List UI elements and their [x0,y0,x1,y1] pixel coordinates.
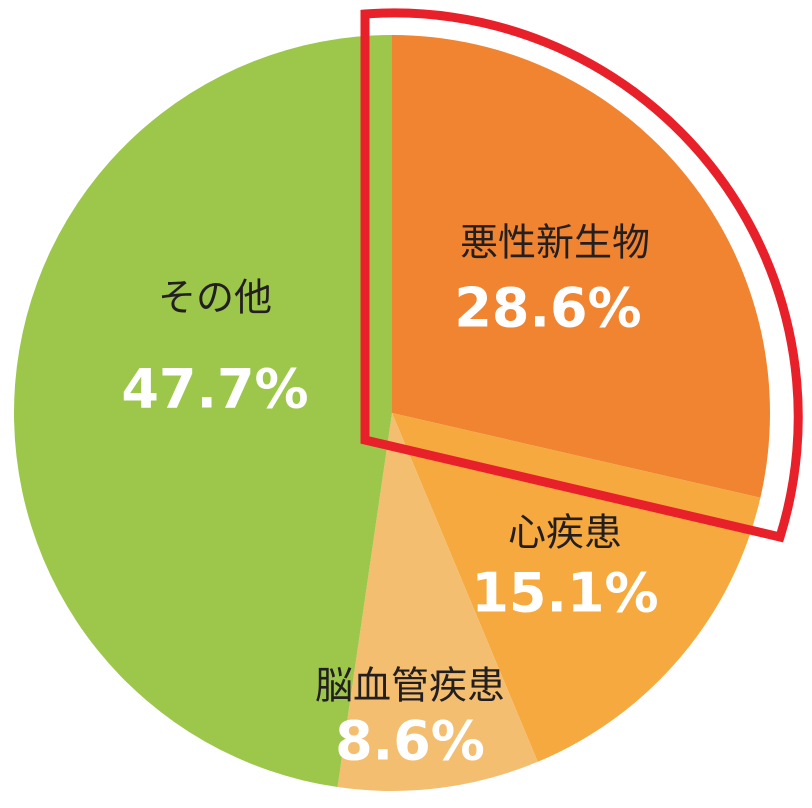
slice-name: その他 [158,276,272,320]
slice-name: 脳血管疾患 [315,664,505,708]
highlight-outline [360,8,803,543]
pie-slice [392,35,770,498]
slice-name: 心疾患 [508,511,622,555]
pie-slice [337,413,538,791]
slice-value: 15.1% [471,562,658,625]
slice-value: 47.7% [121,358,308,421]
slice-value: 8.6% [335,710,485,773]
slice-value: 28.6% [454,277,641,340]
slice-name: 悪性新生物 [460,221,650,265]
pie-slice [14,35,393,788]
pie-slice [392,413,761,762]
